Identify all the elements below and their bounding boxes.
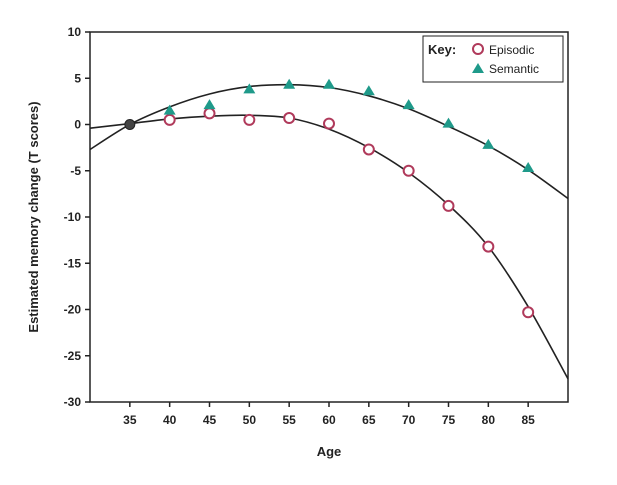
- legend-semantic-label: Semantic: [489, 62, 539, 76]
- x-axis: 35 40 45 50 55 60 65 70 75 80 85: [123, 402, 535, 427]
- x-tick-label: 40: [163, 413, 177, 427]
- episodic-point: [203, 107, 216, 120]
- plot-area: [89, 31, 569, 403]
- episodic-point: [482, 240, 495, 253]
- semantic-point: [203, 99, 216, 110]
- legend-title: Key:: [428, 42, 456, 57]
- x-tick-label: 65: [362, 413, 376, 427]
- y-axis: 10 5 0 -5 -10 -15 -20 -25 -30: [64, 25, 90, 409]
- x-tick-label: 70: [402, 413, 416, 427]
- y-tick-label: -30: [64, 395, 82, 409]
- semantic-point: [362, 85, 375, 96]
- episodic-point: [362, 143, 375, 156]
- legend: Key: Episodic Semantic: [422, 35, 564, 83]
- x-tick-label: 80: [482, 413, 496, 427]
- episodic-point: [323, 117, 335, 130]
- y-tick-label: 0: [74, 118, 81, 132]
- y-tick-label: -15: [64, 256, 82, 270]
- episodic-point: [442, 199, 455, 212]
- y-tick-label: 5: [74, 71, 81, 85]
- y-tick-label: -25: [64, 349, 82, 363]
- semantic-point: [243, 83, 256, 94]
- y-axis-title: Estimated memory change (T scores): [26, 101, 41, 332]
- semantic-point: [323, 78, 335, 89]
- x-tick-label: 45: [203, 413, 217, 427]
- baseline-point: [124, 119, 136, 130]
- semantic-point: [283, 78, 296, 89]
- x-tick-label: 55: [282, 413, 296, 427]
- x-tick-label: 35: [123, 413, 137, 427]
- episodic-point: [402, 164, 415, 177]
- episodic-point: [163, 113, 176, 126]
- y-tick-label: 10: [68, 25, 82, 39]
- legend-box: [422, 35, 564, 83]
- semantic-point: [442, 117, 455, 128]
- y-tick-label: -10: [64, 210, 82, 224]
- semantic-point: [402, 99, 415, 110]
- semantic-point: [163, 104, 176, 115]
- x-axis-title: Age: [317, 444, 342, 459]
- legend-episodic-label: Episodic: [489, 43, 534, 57]
- y-tick-label: -20: [64, 303, 82, 317]
- semantic-point: [482, 138, 495, 149]
- episodic-point: [522, 306, 535, 319]
- y-tick-label: -5: [70, 164, 81, 178]
- episodic-point: [243, 113, 256, 126]
- x-tick-label: 85: [521, 413, 535, 427]
- data-points: [124, 78, 535, 319]
- legend-semantic-marker: [472, 63, 484, 73]
- x-tick-label: 50: [243, 413, 257, 427]
- x-tick-label: 75: [442, 413, 456, 427]
- x-tick-label: 60: [322, 413, 336, 427]
- legend-episodic-marker: [472, 43, 484, 55]
- episodic-point: [283, 112, 296, 125]
- semantic-point: [522, 161, 535, 172]
